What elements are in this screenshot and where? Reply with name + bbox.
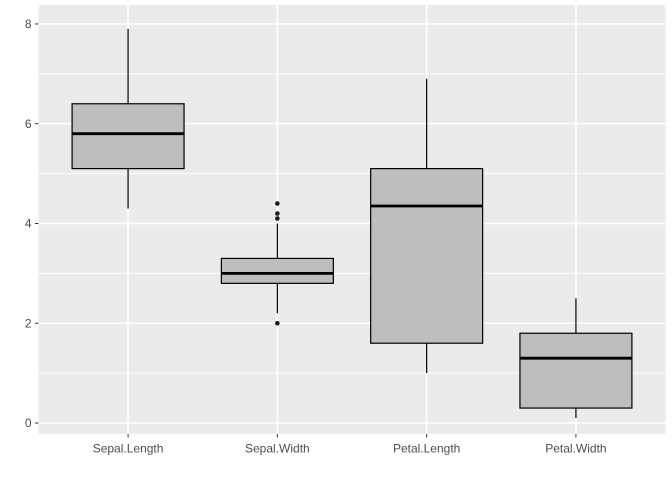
y-axis-label: 2 (25, 316, 32, 330)
outlier-point (275, 211, 280, 216)
y-axis-label: 8 (25, 17, 32, 31)
x-axis-label: Petal.Length (393, 442, 460, 456)
outlier-point (275, 216, 280, 221)
outlier-point (275, 201, 280, 206)
y-axis-label: 4 (25, 217, 32, 231)
box-Petal.Width (519, 332, 633, 409)
y-axis-label: 0 (25, 416, 32, 430)
x-axis-label: Sepal.Width (245, 442, 310, 456)
x-axis-label: Sepal.Length (93, 442, 164, 456)
box-Petal.Length (370, 168, 484, 344)
outlier-point (275, 320, 280, 326)
x-axis-label: Petal.Width (545, 442, 606, 456)
box-Sepal.Length (71, 103, 185, 170)
box-Sepal.Width (220, 257, 334, 284)
y-axis-label: 6 (25, 117, 32, 131)
